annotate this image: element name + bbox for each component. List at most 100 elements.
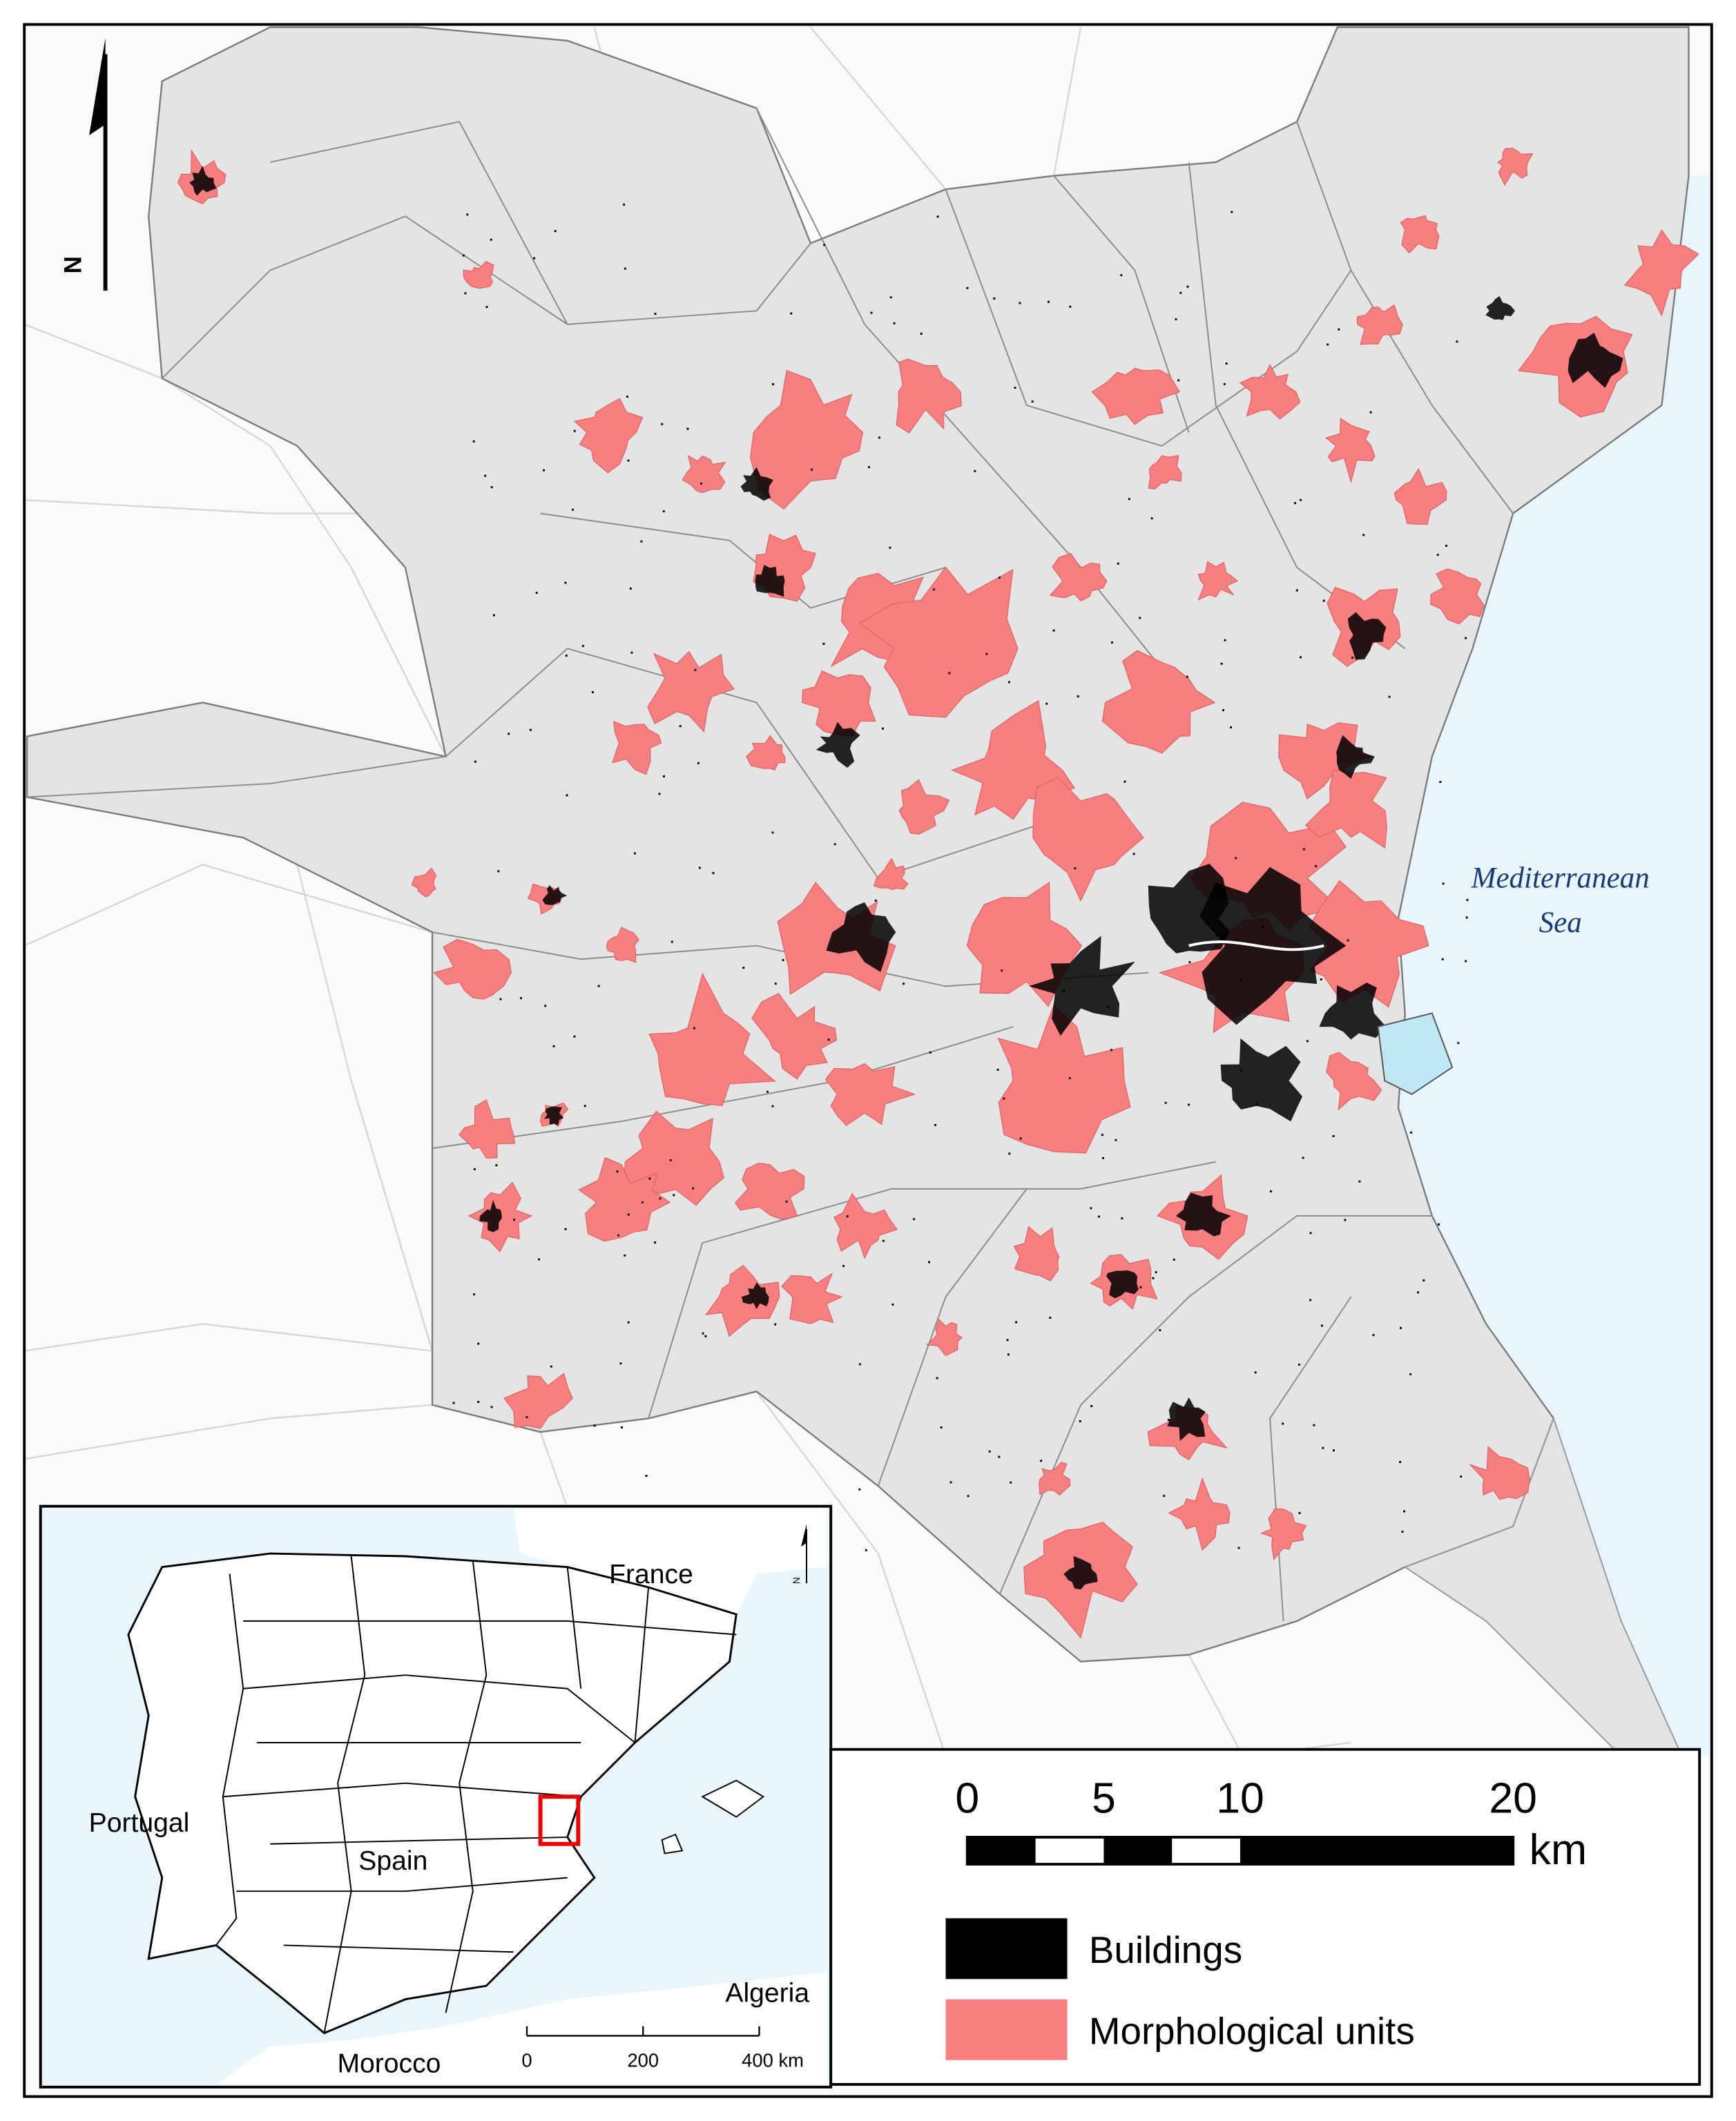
scale-bar-segment [1103, 1837, 1173, 1865]
building [1063, 989, 1065, 992]
building [472, 440, 475, 443]
country-label: France [609, 1560, 693, 1589]
building [940, 1426, 943, 1428]
building [671, 940, 673, 943]
building [774, 1323, 777, 1326]
building [1049, 1317, 1052, 1319]
building [564, 581, 567, 584]
building [1240, 979, 1242, 981]
building [538, 1258, 540, 1261]
building [645, 1475, 648, 1477]
building [920, 332, 923, 335]
building [1101, 1134, 1103, 1136]
scale-tick-label: 20 [1489, 1774, 1537, 1823]
building [1315, 864, 1318, 867]
building [742, 967, 745, 969]
building [766, 1090, 769, 1093]
building [1417, 1291, 1420, 1294]
country-label: Portugal [89, 1808, 190, 1838]
morphological-unit [1148, 454, 1182, 490]
building [1403, 1510, 1406, 1513]
building [903, 982, 905, 985]
building [508, 733, 510, 735]
building [1240, 1069, 1243, 1072]
building [771, 1105, 774, 1107]
building [1007, 1353, 1010, 1356]
building [485, 306, 488, 309]
building [1306, 1040, 1309, 1043]
morphological-unit [781, 1272, 843, 1324]
building [1466, 899, 1469, 901]
building [1351, 657, 1353, 659]
building [1372, 1334, 1375, 1337]
morphological-unit [1032, 777, 1144, 902]
legend-swatch [945, 1999, 1068, 2060]
iberia [127, 1552, 737, 2035]
building [692, 1187, 695, 1190]
morphological-unit [1013, 1226, 1060, 1282]
building [882, 1239, 885, 1242]
building [1173, 1259, 1175, 1261]
inset-north-head [801, 1524, 807, 1547]
building [661, 423, 664, 425]
building [1438, 1223, 1440, 1226]
building [552, 1045, 555, 1047]
building-cluster [1347, 612, 1387, 660]
building [785, 1200, 788, 1203]
morphological-unit [573, 398, 644, 474]
sea-label: Sea [1539, 907, 1582, 939]
morphological-unit [824, 1063, 916, 1126]
building [641, 1201, 644, 1203]
building [1460, 1475, 1463, 1478]
building [1235, 938, 1238, 941]
building [658, 793, 661, 795]
building [1294, 502, 1296, 505]
building [1262, 925, 1264, 928]
morphological-unit [411, 867, 437, 898]
building [477, 1401, 480, 1403]
legend-label: Buildings [1089, 1928, 1242, 1971]
scale-tick-label: 10 [1216, 1774, 1264, 1823]
morphological-unit [1260, 1508, 1307, 1561]
morphological-unit [873, 858, 909, 891]
building [771, 831, 774, 834]
building [1014, 387, 1016, 389]
building [490, 238, 492, 241]
building [1188, 961, 1191, 963]
building [998, 1455, 1001, 1458]
morphological-unit [749, 369, 864, 510]
building [998, 577, 1001, 579]
building [564, 1228, 567, 1230]
building [1456, 340, 1458, 343]
building [623, 203, 626, 206]
building [1121, 1217, 1123, 1220]
building [659, 1197, 662, 1200]
building [535, 592, 538, 594]
building [870, 311, 873, 314]
building-cluster [1319, 982, 1386, 1040]
inset-north-label: N [791, 1577, 802, 1584]
building [893, 322, 896, 325]
building [790, 312, 793, 315]
morphological-unit [926, 1319, 963, 1357]
building [1008, 1152, 1011, 1155]
building [878, 436, 880, 439]
building [477, 1342, 480, 1345]
building [1117, 562, 1119, 565]
building [1320, 1324, 1323, 1327]
morphological-unit [1101, 650, 1216, 754]
building [842, 1265, 845, 1268]
north-label: N [59, 256, 86, 273]
building [889, 296, 892, 299]
building [693, 1027, 695, 1029]
building [865, 1549, 867, 1551]
building [702, 1332, 704, 1335]
building [1225, 362, 1228, 365]
building [627, 459, 630, 462]
building [629, 588, 632, 590]
building [573, 1035, 576, 1038]
building [996, 1068, 999, 1071]
port [1377, 1012, 1454, 1096]
building [473, 1168, 476, 1170]
